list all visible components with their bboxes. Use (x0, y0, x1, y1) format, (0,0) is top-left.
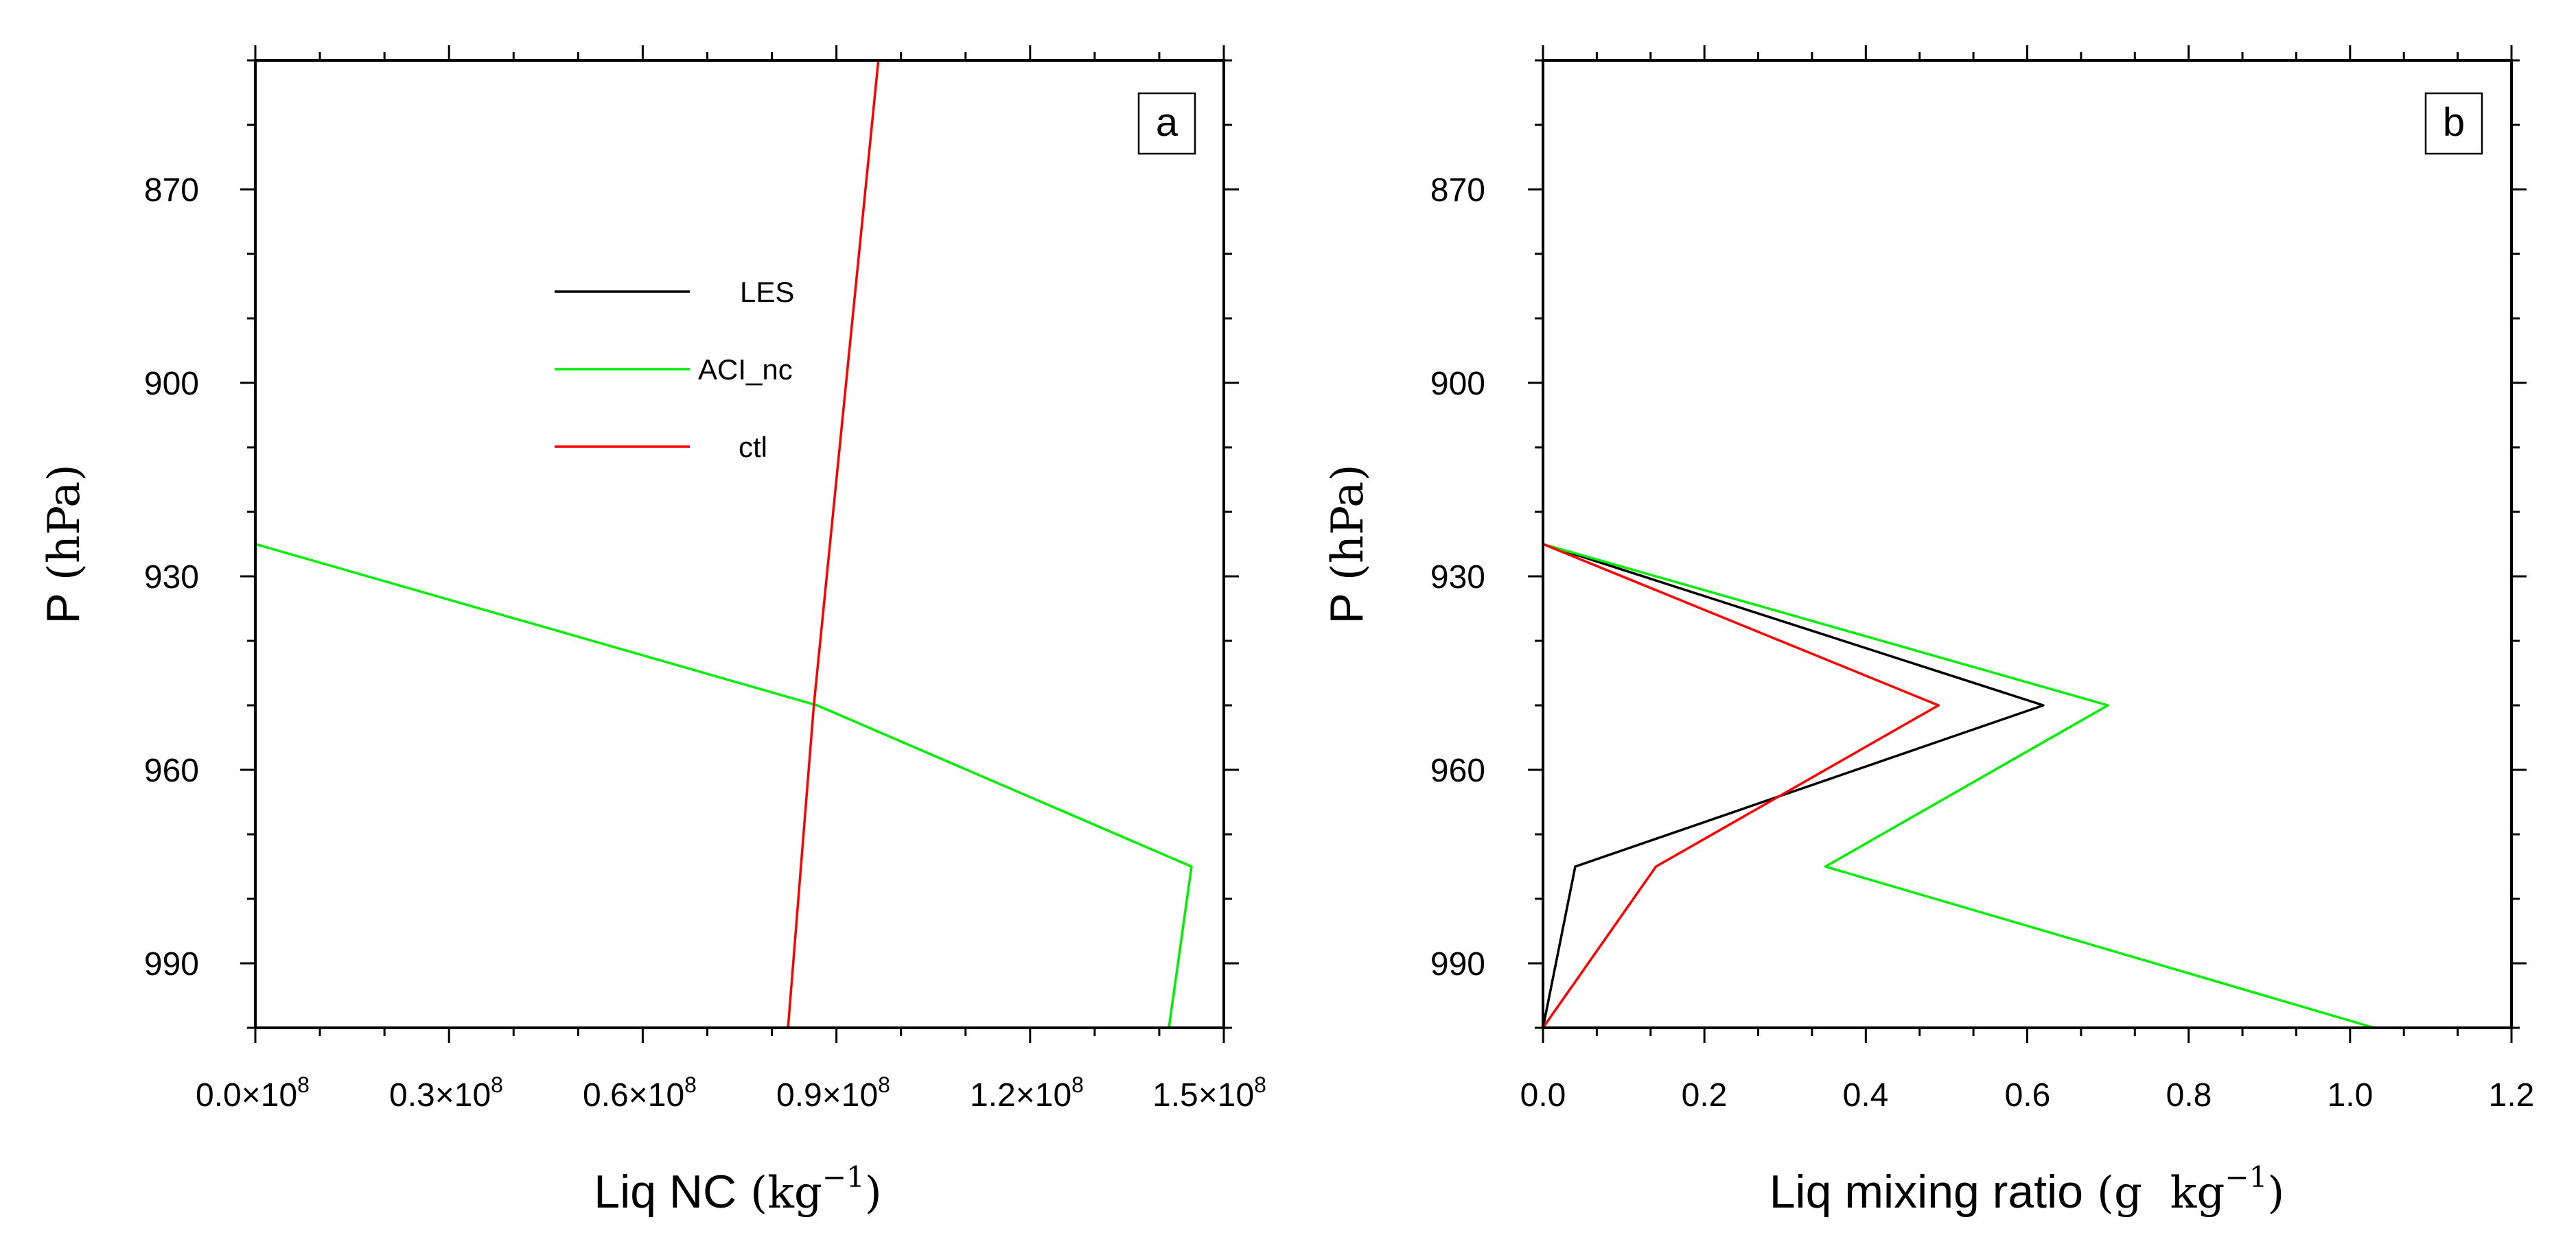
panel-b-x-tick-label: 0.8 (2166, 1077, 2212, 1114)
legend-label-ctl: ctl (739, 431, 767, 463)
panel-b-x-tick-label: 1.2 (2489, 1077, 2535, 1114)
panel-a-y-tick-label: 930 (144, 559, 199, 596)
panel-b-y-axis-label: P(hPa) (1321, 465, 1373, 624)
panel-b-x-tick-label: 0.6 (2005, 1077, 2051, 1114)
panel-b-y-tick-labels: 870 900 930 960 990 (1430, 172, 1485, 983)
panel-a-x-tick-label: 1.2×108 (970, 1072, 1084, 1114)
panel-a-y-axis-label: P(hPa) (37, 465, 90, 624)
panel-b-series-lines (1542, 60, 2375, 1029)
panel-b-series-les (1542, 60, 2045, 1028)
legend-label-aci-nc: ACI_nc (698, 353, 793, 386)
panel-a-y-tick-labels: 870 900 930 960 990 (144, 172, 199, 983)
panel-b-series-aci-nc (1542, 60, 2375, 1029)
panel-a-x-axis-label: Liq NC (kg−1) (594, 1160, 881, 1219)
panel-a: 870 900 930 960 990 0.0×108 0.3×108 0.6×… (37, 45, 1266, 1219)
panel-b-y-tick-label: 870 (1430, 172, 1485, 209)
panel-b-y-tick-label: 990 (1430, 946, 1485, 983)
panel-a-y-tick-label: 900 (144, 366, 199, 402)
panel-b-y-tick-label: 960 (1430, 753, 1485, 789)
panel-a-series-ctl (787, 60, 880, 1028)
panel-a-x-tick-label: 0.9×108 (776, 1072, 890, 1114)
panel-b-x-tick-label: 0.4 (1843, 1077, 1889, 1114)
panel-a-tag: a (1137, 92, 1196, 155)
panel-a-y-tick-label: 960 (144, 753, 199, 789)
panel-a-x-tick-label: 0.6×108 (583, 1072, 697, 1114)
panel-a-plot-frame (254, 59, 1225, 1029)
panel-a-series-lines (254, 60, 1193, 1028)
panel-a-y-tick-label: 990 (144, 946, 199, 983)
panel-a-y-tick-label: 870 (144, 172, 199, 209)
panel-a-x-tick-label: 0.0×108 (196, 1072, 310, 1114)
panel-b-x-tick-label: 0.2 (1682, 1077, 1728, 1114)
panel-b-x-axis-label: Liq mixing ratio (g kg−1) (1769, 1160, 2285, 1219)
panel-b-ticks (1528, 45, 2527, 1043)
legend-label-les: LES (740, 276, 794, 308)
panel-a-series-aci-nc (254, 60, 1193, 1028)
panel-b-x-tick-label: 1.0 (2328, 1077, 2374, 1114)
panel-a-x-tick-label: 1.5×108 (1152, 1072, 1266, 1114)
panel-b-tag-label: b (2443, 100, 2465, 145)
panel-a-x-tick-labels: 0.0×108 0.3×108 0.6×108 0.9×108 1.2×108 … (196, 1072, 1266, 1114)
panel-b: 870 900 930 960 990 0.0 0.2 0.4 0.6 0.8 … (1321, 45, 2534, 1219)
panel-b-x-tick-label: 0.0 (1520, 1077, 1566, 1114)
panel-a-tag-label: a (1156, 100, 1179, 145)
panel-a-ticks (240, 45, 1239, 1043)
panel-b-y-tick-label: 930 (1430, 559, 1485, 596)
panel-b-tag: b (2424, 92, 2483, 155)
panel-a-x-tick-label: 0.3×108 (389, 1072, 503, 1114)
panel-b-y-tick-label: 900 (1430, 366, 1485, 402)
panel-b-x-tick-labels: 0.0 0.2 0.4 0.6 0.8 1.0 1.2 (1520, 1077, 2535, 1114)
legend: LES ACI_nc ctl (555, 276, 794, 463)
panel-b-plot-frame (1542, 59, 2513, 1029)
